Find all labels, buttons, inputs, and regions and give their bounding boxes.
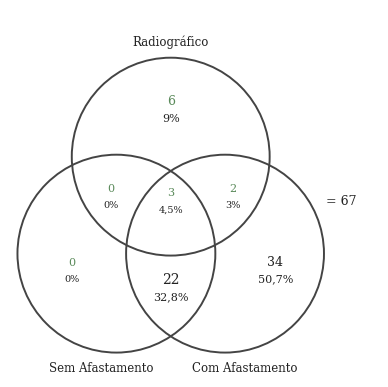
Text: 6: 6 <box>167 95 175 108</box>
Text: 0%: 0% <box>64 275 80 284</box>
Text: 22: 22 <box>162 273 180 287</box>
Text: 4,5%: 4,5% <box>158 205 183 214</box>
Text: 2: 2 <box>229 184 236 194</box>
Text: 3%: 3% <box>225 201 241 211</box>
Text: Sem Afastamento: Sem Afastamento <box>48 362 153 375</box>
Text: Radiográfico: Radiográfico <box>133 36 209 49</box>
Text: 34: 34 <box>267 256 284 269</box>
Text: 50,7%: 50,7% <box>258 275 293 284</box>
Text: = 67: = 67 <box>326 195 357 208</box>
Text: 0%: 0% <box>103 201 118 211</box>
Text: 3: 3 <box>167 188 174 198</box>
Text: 9%: 9% <box>162 114 180 123</box>
Text: Com Afastamento: Com Afastamento <box>192 362 297 375</box>
Text: 0: 0 <box>107 184 114 194</box>
Text: 0: 0 <box>68 258 75 267</box>
Text: 32,8%: 32,8% <box>153 292 189 302</box>
